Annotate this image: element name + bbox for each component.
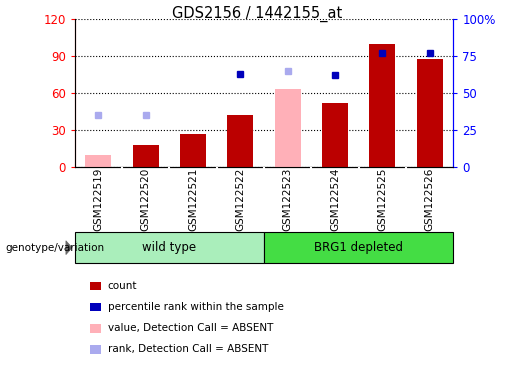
Bar [417,59,442,167]
Text: value, Detection Call = ABSENT: value, Detection Call = ABSENT [108,323,273,333]
Bar [180,134,206,167]
Text: BRG1 depleted: BRG1 depleted [314,241,403,254]
Polygon shape [66,241,72,255]
Text: GSM122519: GSM122519 [93,168,104,232]
Bar [75,232,264,263]
Text: wild type: wild type [142,241,196,254]
Text: GSM122522: GSM122522 [235,168,245,232]
Text: GDS2156 / 1442155_at: GDS2156 / 1442155_at [173,6,342,22]
Text: rank, Detection Call = ABSENT: rank, Detection Call = ABSENT [108,344,268,354]
Bar [133,145,159,167]
Text: GSM122524: GSM122524 [330,168,340,232]
Text: GSM122525: GSM122525 [377,168,387,232]
Bar [227,115,253,167]
Text: GSM122526: GSM122526 [424,168,435,232]
Text: genotype/variation: genotype/variation [5,243,104,253]
Text: GSM122520: GSM122520 [141,168,151,231]
Bar [274,89,301,167]
Text: GSM122523: GSM122523 [283,168,293,232]
Bar [85,155,111,167]
Text: percentile rank within the sample: percentile rank within the sample [108,302,284,312]
Bar [264,232,453,263]
Text: GSM122521: GSM122521 [188,168,198,232]
Bar [322,103,348,167]
Bar [369,44,395,167]
Text: count: count [108,281,137,291]
